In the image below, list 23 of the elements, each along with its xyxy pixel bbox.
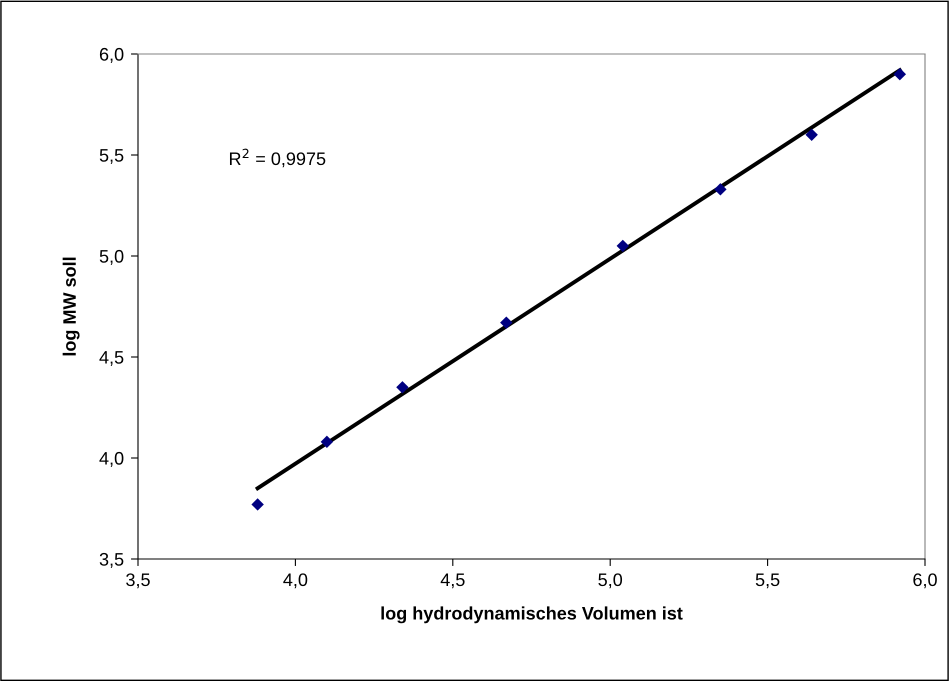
y-tick-label: 4,0 bbox=[99, 452, 124, 467]
y-tick-label: 5,0 bbox=[100, 250, 124, 265]
x-tick-label: 4,0 bbox=[283, 573, 308, 588]
point bbox=[805, 128, 818, 142]
annotation: R$^{2}$ = 0,9975 bbox=[230, 148, 326, 168]
y-tick-label: 4,5 bbox=[99, 351, 124, 366]
x-tick-label: 4,5 bbox=[440, 574, 465, 588]
point bbox=[251, 498, 264, 511]
x-tick-label: 6,0 bbox=[913, 573, 937, 588]
y-tick-label: 5,5 bbox=[100, 149, 124, 164]
x-tick-label: 3,5 bbox=[126, 573, 150, 588]
x-axis-title: log hydrodynamisches Volumen ist bbox=[381, 606, 683, 624]
y-tick-label: 3,5 bbox=[100, 552, 124, 568]
point bbox=[320, 436, 334, 448]
y-axis-title: log MW soll bbox=[62, 258, 80, 356]
x-tick-label: 5,0 bbox=[598, 573, 622, 588]
point bbox=[616, 240, 630, 252]
point bbox=[894, 68, 906, 80]
y-tick-label: 6,0 bbox=[100, 48, 124, 63]
point bbox=[500, 316, 513, 329]
point bbox=[396, 381, 409, 394]
x-tick-label: 5,5 bbox=[756, 574, 780, 588]
point bbox=[714, 183, 727, 196]
